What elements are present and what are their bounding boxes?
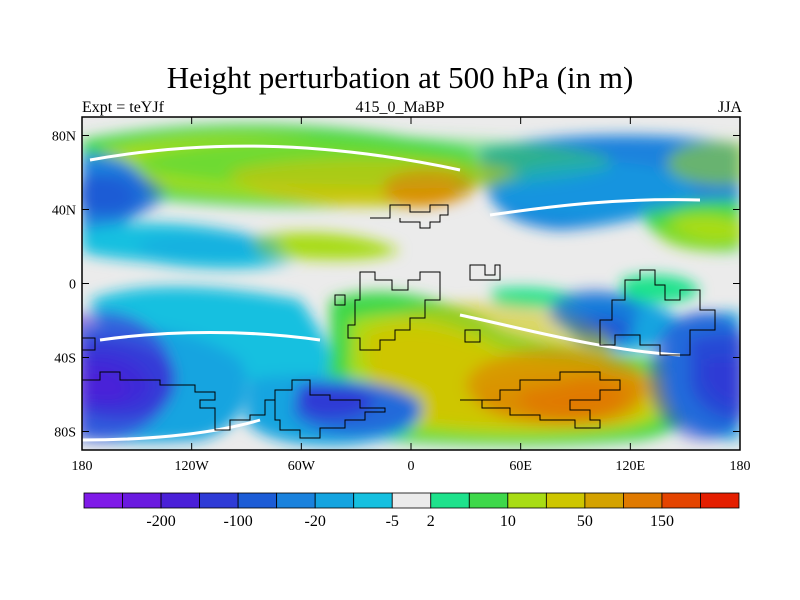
colorbar: -200 -100 -20 -5 2 10 50 150: [83, 492, 740, 530]
coastline-south-america: [274, 379, 386, 439]
colorbar-label: -100: [223, 513, 252, 530]
x-tick-label: 60E: [509, 459, 532, 474]
field-blob: [136, 233, 284, 260]
coastline-central: [347, 271, 441, 351]
colorbar-swatch: [199, 492, 239, 509]
colorbar-label: 50: [577, 513, 593, 530]
field-blob: [383, 168, 475, 206]
x-tick-label: 180: [730, 459, 751, 474]
coastline-island: [469, 264, 501, 281]
y-axis: 80N 40N 0 40S 80S: [52, 130, 740, 441]
run-label: 415_0_MaBP: [355, 99, 445, 116]
x-tick-label: 60W: [288, 459, 316, 474]
x-tick-label: 0: [408, 459, 415, 474]
y-tick-label: 80N: [52, 130, 76, 145]
colorbar-label: 2: [427, 513, 435, 530]
field-blob: [465, 348, 649, 423]
x-tick-label: 120E: [616, 459, 646, 474]
colorbar-swatch: [661, 492, 701, 509]
colorbar-swatch: [237, 492, 278, 509]
coastline-north: [370, 204, 449, 229]
colorbar-swatch: [314, 492, 355, 509]
page-title: Height perturbation at 500 hPa (in m): [166, 60, 634, 95]
field-blob: [82, 311, 174, 441]
coastlines: [82, 204, 716, 439]
colorbar-swatch: [160, 492, 200, 509]
colorbar-swatch: [700, 492, 740, 509]
x-axis: 180 120W 60W 0 60E 120E 180: [72, 117, 751, 474]
colorbar-label: 150: [650, 513, 674, 530]
x-tick-label: 180: [72, 459, 93, 474]
field-blob: [548, 289, 640, 334]
coastline-island: [334, 294, 346, 306]
contour-band: [250, 232, 400, 260]
colorbar-label: -20: [305, 513, 326, 530]
season-label: JJA: [717, 99, 742, 116]
colorbar-label: -5: [386, 513, 399, 530]
coastline-africa: [460, 371, 621, 429]
zero-contour: [82, 144, 701, 442]
coastline-island: [82, 337, 96, 351]
x-tick-label: 120W: [175, 459, 210, 474]
colorbar-swatch: [507, 492, 547, 509]
field-blob: [666, 141, 740, 186]
colorbar-swatch: [623, 492, 663, 509]
colorbar-swatch: [353, 492, 393, 509]
field-blob: [493, 161, 695, 221]
colorbar-label: 10: [500, 513, 516, 530]
colorbar-swatch: [391, 492, 432, 509]
colorbar-swatch: [468, 492, 509, 509]
coastline-east: [599, 269, 716, 356]
contour-field: [82, 117, 740, 450]
colorbar-swatch: [584, 492, 624, 509]
y-tick-label: 40N: [52, 204, 76, 219]
y-tick-label: 40S: [54, 352, 76, 367]
experiment-label: Expt = teYJf: [82, 99, 164, 116]
coastline-island: [464, 329, 481, 343]
y-tick-label: 0: [69, 278, 76, 293]
y-tick-label: 80S: [54, 426, 76, 441]
field-blob: [648, 311, 740, 441]
colorbar-swatch: [430, 492, 470, 509]
colorbar-swatch: [122, 492, 162, 509]
coastline-antarctic: [82, 371, 275, 431]
colorbar-swatch: [276, 492, 316, 509]
field-blob: [82, 172, 165, 217]
colorbar-swatch: [545, 492, 586, 509]
colorbar-label: -200: [146, 513, 175, 530]
field-blob: [292, 383, 421, 436]
field-blob: [228, 157, 521, 195]
colorbar-swatch: [83, 492, 123, 509]
field-blob: [657, 213, 740, 251]
